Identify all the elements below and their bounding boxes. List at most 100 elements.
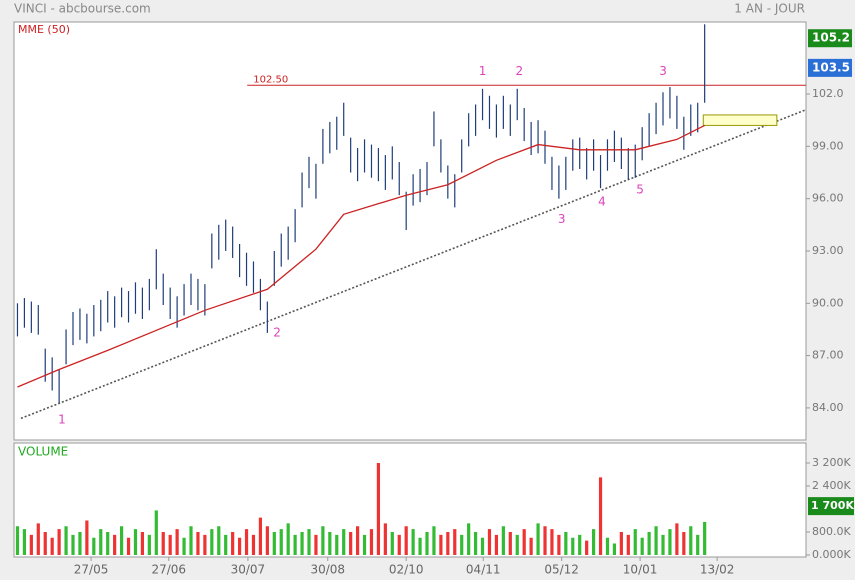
indicator-label: MME (50)	[18, 23, 70, 36]
volume-bar	[557, 534, 561, 555]
last-price-label: 103.5	[812, 60, 850, 74]
volume-bar	[418, 537, 422, 555]
volume-bar	[543, 526, 547, 555]
volume-bar	[591, 529, 596, 555]
zone	[702, 114, 778, 126]
volume-bar	[231, 531, 235, 555]
volume-bar	[50, 537, 54, 555]
y-tick-label: 102.0	[812, 87, 844, 100]
volume-bar	[119, 526, 124, 555]
x-tick-label: 04/11	[466, 563, 501, 577]
volume-bar	[612, 543, 617, 555]
volume-bar	[453, 529, 457, 555]
volume-bar	[640, 537, 644, 555]
volume-bar	[196, 531, 200, 555]
volume-bar	[585, 540, 589, 555]
volume-bar	[314, 534, 318, 555]
volume-bar	[279, 529, 283, 555]
volume-bar	[626, 534, 630, 555]
volume-bar	[210, 529, 214, 555]
volume-bar	[258, 517, 263, 555]
volume-bar	[168, 534, 172, 555]
x-tick-label: 13/02	[700, 563, 735, 577]
volume-bar	[508, 531, 512, 555]
volume-bar	[99, 529, 103, 555]
y-tick-label: 2 400K	[812, 479, 851, 492]
volume-bar	[43, 531, 47, 555]
volume-bar	[321, 526, 325, 555]
y-tick-label: 3 200K	[812, 456, 851, 469]
price-panel	[13, 21, 807, 441]
volume-bar	[161, 531, 165, 555]
volume-bar	[328, 531, 332, 555]
volume-bar	[335, 534, 339, 555]
wave-label: 5	[636, 182, 644, 196]
volume-bar	[571, 537, 575, 555]
volume-bar	[578, 534, 582, 555]
volume-bar	[355, 526, 360, 555]
volume-bar	[696, 534, 700, 555]
volume-bar	[349, 531, 353, 555]
x-tick-label: 10/01	[623, 563, 658, 577]
wave-label: 4	[598, 195, 606, 209]
last-price-box	[808, 29, 852, 48]
volume-bar	[494, 534, 499, 555]
volume-bar	[140, 531, 145, 555]
volume-bar	[411, 529, 415, 555]
volume-bar	[383, 523, 387, 555]
y-tick-label: 96.00	[812, 192, 844, 205]
volume-bar	[307, 529, 311, 555]
last-volume-box	[808, 497, 854, 516]
volume-bar	[425, 531, 429, 555]
volume-bar	[224, 534, 228, 555]
volume-label: VOLUME	[18, 445, 68, 459]
volume-bar	[29, 534, 33, 555]
volume-bar	[286, 523, 290, 555]
volume-bar	[564, 531, 568, 555]
x-tick-label: 05/12	[544, 563, 579, 577]
volume-bar	[293, 534, 297, 555]
volume-bar	[633, 529, 637, 555]
volume-bar	[154, 510, 158, 555]
volume-bar	[217, 526, 221, 555]
x-tick-label: 02/10	[389, 563, 424, 577]
x-tick-label: 30/08	[310, 563, 345, 577]
volume-bar	[182, 537, 186, 555]
volume-bar	[57, 529, 61, 555]
volume-bar	[682, 531, 686, 555]
volume-bar	[647, 531, 651, 555]
volume-bar	[15, 526, 20, 555]
wave-label: 3	[659, 64, 667, 78]
volume-bar	[376, 463, 381, 555]
volume-bar	[605, 537, 610, 555]
y-tick-label: 90.00	[812, 296, 844, 309]
y-tick-label: 93.00	[812, 244, 844, 257]
volume-bar	[113, 534, 117, 555]
last-price-label: 105.2	[812, 31, 850, 45]
volume-bar	[501, 526, 505, 555]
last-volume-label: 1 700K	[811, 499, 854, 512]
volume-bar	[85, 520, 89, 555]
resistance-label: 102.50	[253, 74, 288, 85]
volume-bar	[126, 537, 131, 555]
wave-label: 2	[516, 64, 524, 78]
x-tick-label: 30/07	[231, 563, 266, 577]
header-left: VINCI - abcbourse.com	[14, 2, 151, 16]
volume-bar	[92, 537, 96, 555]
volume-bar	[362, 534, 367, 555]
moving-average	[17, 124, 705, 388]
volume-bar	[342, 529, 346, 555]
volume-bar	[675, 523, 679, 555]
volume-bar	[668, 529, 672, 555]
volume-bar	[71, 534, 75, 555]
x-tick-label: 27/05	[74, 563, 109, 577]
y-tick-label: 87.00	[812, 349, 844, 362]
volume-bar	[189, 526, 193, 555]
volume-bar	[404, 526, 408, 555]
volume-bar	[522, 529, 526, 555]
y-tick-label: 0.000K	[812, 548, 851, 561]
header-right: 1 AN - JOUR	[734, 2, 805, 16]
volume-bar	[467, 523, 471, 555]
volume-bar	[487, 529, 492, 555]
